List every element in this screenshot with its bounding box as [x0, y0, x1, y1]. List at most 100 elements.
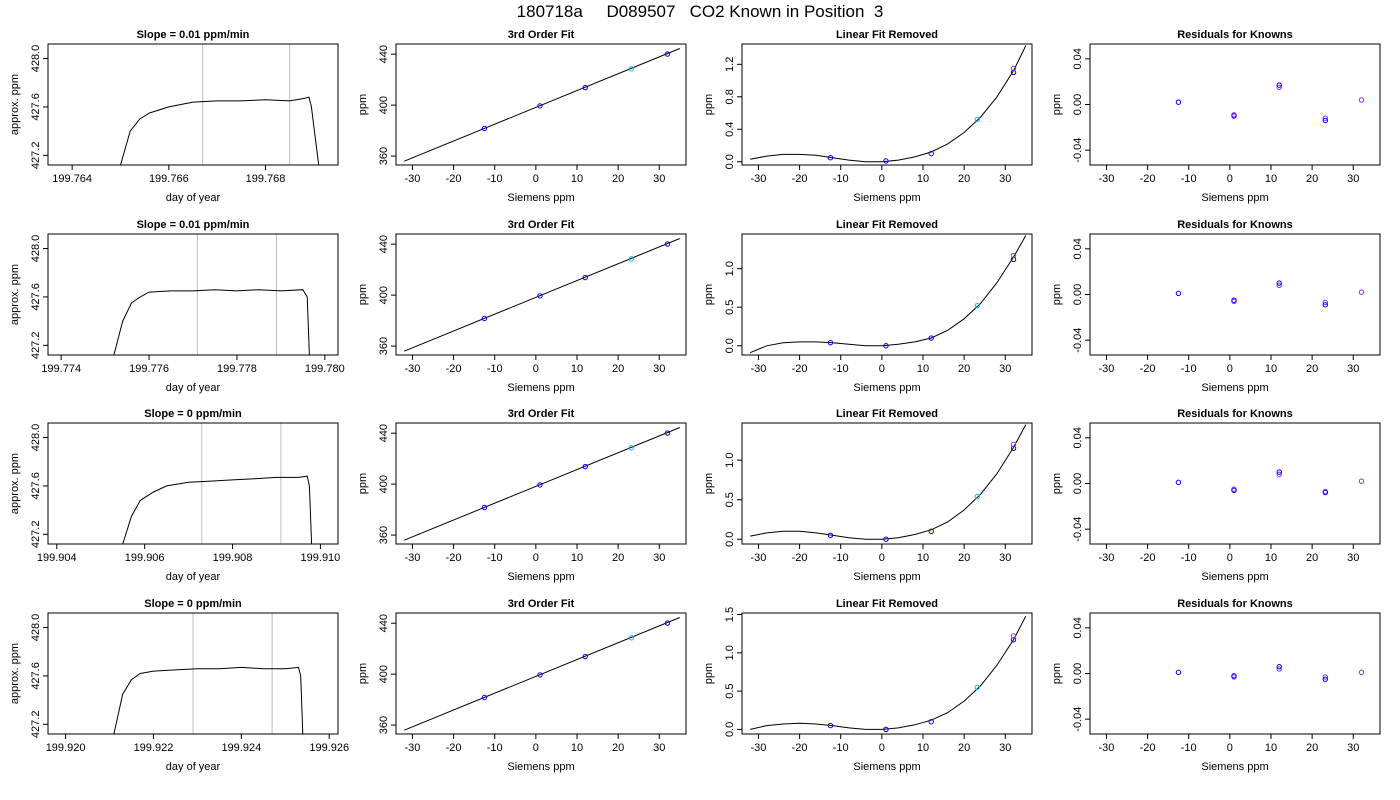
panel-title: Slope = 0.01 ppm/min: [137, 29, 250, 41]
x-axis-label: day of year: [166, 761, 221, 773]
x-tick-label: -30: [405, 173, 421, 185]
x-tick-label: -20: [792, 742, 808, 754]
panel-r3-c2: 3rd Order Fit -30 -20 -10 0 10 20 30 Siemens ppm…: [357, 408, 687, 583]
y-tick-label: 400: [378, 286, 390, 304]
y-tick-label: 0.5: [724, 683, 736, 698]
y-axis-label: ppm: [703, 94, 715, 115]
data-point: [664, 51, 671, 57]
x-tick-label: -20: [1140, 552, 1156, 564]
x-tick-label: 20: [612, 173, 624, 185]
data-point: [1358, 97, 1365, 103]
panel-title: Linear Fit Removed: [836, 408, 938, 420]
data-point: [582, 84, 588, 91]
x-tick-label: 10: [571, 742, 583, 754]
y-tick-label: 428.0: [30, 424, 42, 452]
x-tick-label: -30: [1099, 363, 1115, 375]
panel-r2-c4: Residuals for Knowns -30 -20 -10 0 10 20 30 Siem…: [1051, 219, 1381, 394]
data-point: [1010, 441, 1017, 448]
fit-line: [750, 615, 1027, 730]
x-tick-label: 20: [1306, 173, 1318, 185]
x-tick-label: -10: [833, 363, 849, 375]
data-point: [582, 274, 588, 281]
y-tick-label: 1.2: [724, 57, 736, 72]
y-tick-label: 427.2: [30, 332, 42, 360]
data-point: [928, 335, 934, 341]
data-point: [1276, 84, 1282, 91]
y-tick-label: 360: [378, 337, 390, 355]
x-tick-label: -30: [751, 742, 767, 754]
y-tick-label: 0.04: [1072, 48, 1084, 69]
x-tick-label: 30: [999, 742, 1011, 754]
data-point: [883, 158, 889, 164]
data-point: [1010, 633, 1017, 639]
y-axis-label: approx. ppm: [9, 643, 21, 704]
x-tick-label: -10: [833, 173, 849, 185]
y-tick-label: 427.6: [30, 662, 42, 690]
y-axis-label: ppm: [1051, 663, 1063, 684]
y-tick-label: -0.04: [1072, 138, 1084, 163]
y-axis-label: ppm: [703, 473, 715, 494]
panel-title: Residuals for Knowns: [1177, 408, 1293, 420]
panel-title: Linear Fit Removed: [836, 598, 938, 610]
panel-r4-c2: 3rd Order Fit -30 -20 -10 0 10 20 30 Siemens ppm…: [357, 598, 687, 773]
y-tick-label: -0.04: [1072, 517, 1084, 542]
panel-title: Residuals for Knowns: [1177, 598, 1293, 610]
x-tick-label: 199.908: [213, 552, 253, 564]
x-tick-label: 10: [917, 173, 929, 185]
x-axis-label: day of year: [166, 192, 221, 204]
panel-r4-c4: Residuals for Knowns -30 -20 -10 0 10 20 30 Siem…: [1051, 598, 1381, 773]
data-point: [1358, 669, 1365, 676]
y-tick-label: 427.6: [30, 93, 42, 121]
y-tick-label: 0.04: [1072, 427, 1084, 448]
x-tick-label: 30: [653, 552, 665, 564]
x-tick-label: 10: [1265, 552, 1277, 564]
x-tick-label: 199.904: [37, 552, 77, 564]
y-tick-label: 0.5: [724, 492, 736, 507]
data-point: [1276, 663, 1282, 670]
data-point: [1010, 256, 1017, 263]
y-tick-label: 0.4: [724, 122, 736, 137]
data-point: [974, 116, 980, 123]
y-tick-label: 427.6: [30, 472, 42, 500]
y-tick-label: 1.0: [724, 645, 736, 660]
data-point: [974, 302, 980, 309]
x-tick-label: 10: [571, 363, 583, 375]
data-point: [1276, 666, 1282, 672]
y-axis-label: ppm: [1051, 284, 1063, 305]
panel-r1-c1: Slope = 0.01 ppm/min 199.764 199.766 199.76…: [9, 29, 339, 204]
series-line: [113, 289, 310, 355]
x-tick-label: -10: [1181, 742, 1197, 754]
panel-title: 3rd Order Fit: [508, 598, 575, 610]
fit-line: [750, 424, 1027, 540]
x-tick-label: -30: [1099, 742, 1115, 754]
plot-area: [122, 475, 313, 544]
data-point: [827, 339, 834, 346]
panel-title: Slope = 0 ppm/min: [144, 598, 242, 610]
x-tick-label: 20: [958, 173, 970, 185]
plot-area: [1175, 469, 1365, 496]
x-axis-label: Siemens ppm: [853, 192, 920, 204]
y-tick-label: 1.0: [724, 261, 736, 276]
panel-r1-c2: 3rd Order Fit -30 -20 -10 0 10 20 30 Siemens ppm…: [357, 29, 687, 204]
x-axis-label: Siemens ppm: [853, 761, 920, 773]
x-tick-label: 10: [571, 552, 583, 564]
x-tick-label: -20: [792, 552, 808, 564]
x-tick-label: -10: [833, 742, 849, 754]
data-point: [537, 293, 543, 299]
y-axis-label: approx. ppm: [9, 264, 21, 325]
panel-r2-c1: Slope = 0.01 ppm/min 199.774 199.776 199.77…: [9, 219, 345, 394]
plot-area: [1175, 82, 1365, 124]
y-axis-label: ppm: [1051, 473, 1063, 494]
data-point: [883, 536, 889, 542]
y-tick-label: 440: [378, 235, 390, 253]
data-point: [974, 684, 980, 690]
y-tick-label: 428.0: [30, 235, 42, 263]
plot-area: [404, 427, 680, 541]
data-point: [664, 620, 671, 626]
y-tick-label: 400: [378, 665, 390, 683]
y-tick-label: 0.04: [1072, 238, 1084, 259]
x-axis-label: Siemens ppm: [853, 571, 920, 583]
x-tick-label: -20: [446, 742, 462, 754]
x-axis-label: day of year: [166, 571, 221, 583]
